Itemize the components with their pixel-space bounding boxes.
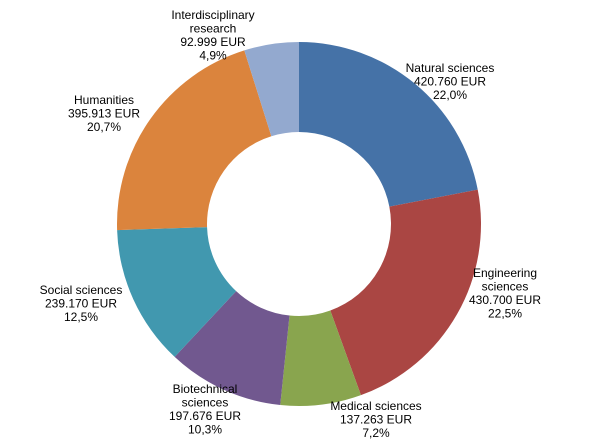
label-value: 239.170 EUR [45,297,117,311]
slice-biotechnical-sciences [174,291,290,406]
label-name-line: Humanities [74,93,134,107]
label-percent: 7,2% [362,426,390,440]
donut-slices [117,42,482,407]
label-name-line: Interdisciplinary [171,8,254,22]
label-percent: 22,5% [488,307,522,321]
label-value: 197.676 EUR [169,409,241,423]
label-interdisciplinary-research: Interdisciplinary research 92.999 EUR 4,9% [171,8,254,63]
label-value: 430.700 EUR [469,293,541,307]
label-name-line: Social sciences [40,283,123,297]
label-percent: 20,7% [87,120,121,134]
label-natural-sciences: Natural sciences 420.760 EUR 22,0% [406,61,495,102]
slice-engineering-sciences [330,189,482,396]
label-name-line: research [190,22,237,36]
label-engineering-sciences: Engineering sciences 430.700 EUR 22,5% [469,266,541,321]
slice-medical-sciences [280,310,361,407]
label-value: 420.760 EUR [414,75,486,89]
label-name-line: Natural sciences [406,61,495,75]
label-social-sciences: Social sciences 239.170 EUR 12,5% [40,283,123,324]
data-labels: Natural sciences 420.760 EUR 22,0% Engineer… [40,8,542,440]
label-name-line: sciences [182,396,229,410]
label-value: 395.913 EUR [68,107,140,121]
label-percent: 10,3% [188,423,222,437]
slice-natural-sciences [299,42,478,207]
label-name-line: sciences [482,280,529,294]
label-percent: 12,5% [64,310,98,324]
label-name-line: Engineering [473,266,537,280]
label-biotechnical-sciences: Biotechnical sciences 197.676 EUR 10,3% [169,382,241,437]
label-name-line: Medical sciences [330,399,421,413]
slice-social-sciences [117,227,237,357]
label-value: 92.999 EUR [180,35,246,49]
slice-interdisciplinary-research [244,42,299,137]
label-percent: 22,0% [433,88,467,102]
label-medical-sciences: Medical sciences 137.263 EUR 7,2% [330,399,421,440]
label-percent: 4,9% [199,49,227,63]
label-name-line: Biotechnical [173,382,238,396]
slice-humanities [117,50,272,231]
label-value: 137.263 EUR [340,413,412,427]
label-humanities: Humanities 395.913 EUR 20,7% [68,93,140,134]
